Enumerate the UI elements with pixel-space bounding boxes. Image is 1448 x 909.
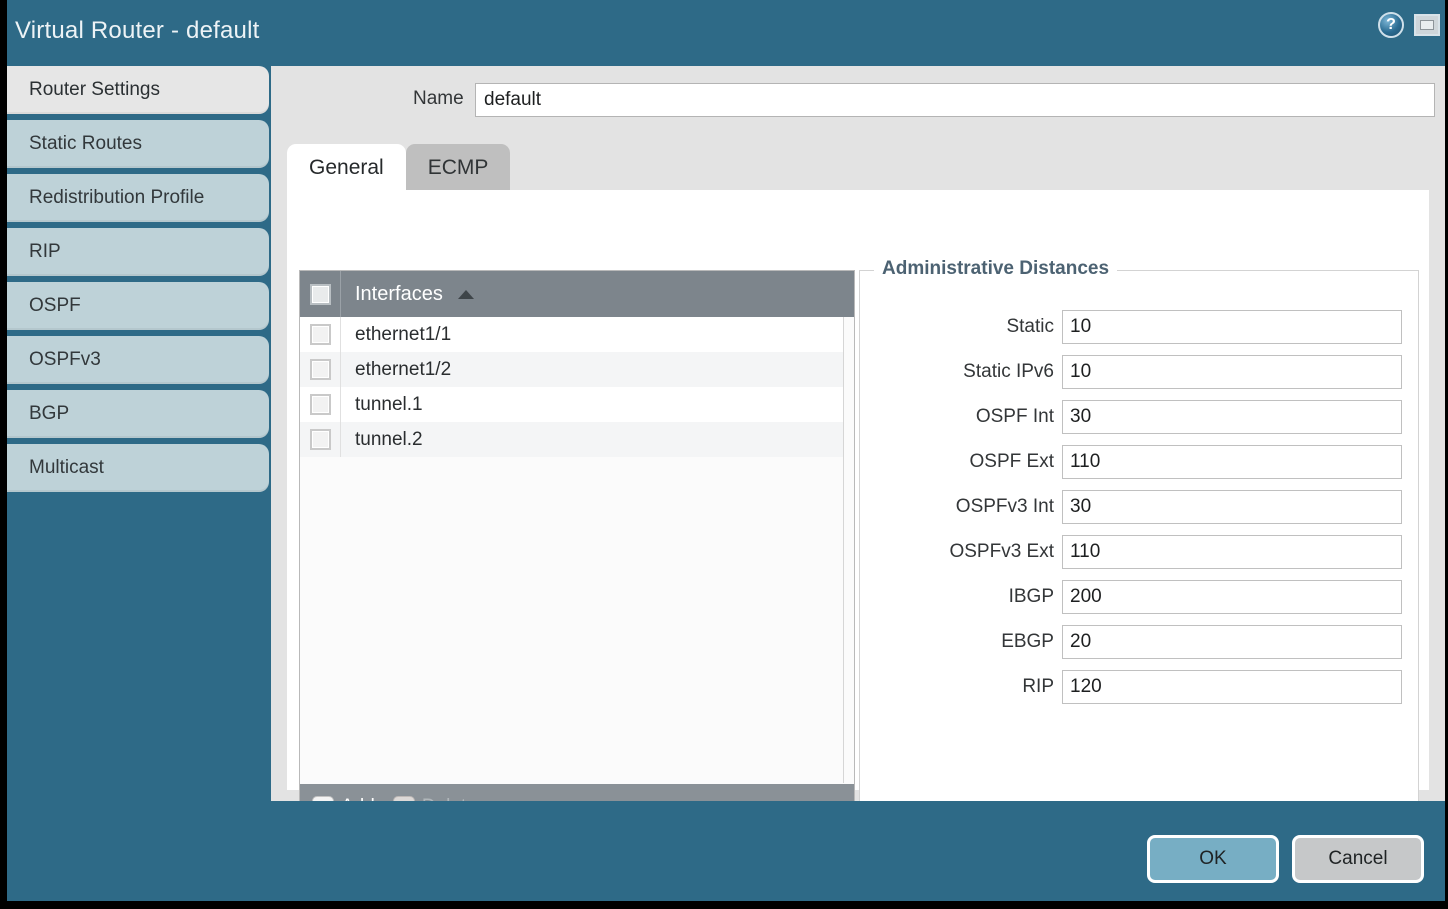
ospfv3-int-distance-input[interactable] (1062, 490, 1402, 524)
row-checkbox[interactable] (309, 359, 331, 380)
row-checkbox[interactable] (309, 324, 331, 345)
interface-name: tunnel.2 (355, 428, 423, 450)
sidebar-item-multicast[interactable]: Multicast (7, 444, 269, 492)
content-panel: Name General ECMP Interfaces (271, 66, 1445, 834)
name-row: Name (271, 66, 1445, 133)
sidebar-item-label: OSPF (29, 295, 81, 316)
sidebar-item-static-routes[interactable]: Static Routes (7, 120, 269, 168)
sidebar-item-ospf[interactable]: OSPF (7, 282, 269, 330)
virtual-router-dialog: Virtual Router - default ? Router Settin… (7, 0, 1445, 901)
table-header-row: Interfaces (300, 271, 854, 317)
tab-general[interactable]: General (287, 144, 406, 192)
field-row-static-ipv6: Static IPv6 (860, 354, 1420, 390)
tab-label: ECMP (427, 156, 489, 179)
table-row[interactable]: tunnel.1 (300, 387, 854, 422)
row-checkbox[interactable] (309, 394, 331, 415)
sidebar-item-router-settings[interactable]: Router Settings (7, 66, 269, 114)
sidebar-item-bgp[interactable]: BGP (7, 390, 269, 438)
field-row-static: Static (860, 309, 1420, 345)
field-label: OSPFv3 Int (955, 496, 1054, 517)
static-ipv6-distance-input[interactable] (1062, 355, 1402, 389)
field-label: IBGP (1008, 586, 1054, 607)
table-scrollbar[interactable] (843, 317, 854, 783)
titlebar-icon-group: ? (1378, 12, 1440, 38)
ok-button[interactable]: OK (1147, 835, 1279, 883)
rip-distance-input[interactable] (1062, 670, 1402, 704)
administrative-distances-legend: Administrative Distances (874, 258, 1118, 280)
field-label: Static IPv6 (963, 361, 1054, 382)
ospfv3-ext-distance-input[interactable] (1062, 535, 1402, 569)
sidebar-item-label: Router Settings (29, 79, 160, 100)
field-row-rip: RIP (860, 669, 1420, 705)
interface-name: tunnel.1 (355, 393, 423, 415)
tab-panel-general: Interfaces ethernet1/1 ethernet1/2 (287, 190, 1429, 834)
column-header-label: Interfaces (355, 282, 443, 305)
field-label: EBGP (1001, 631, 1054, 652)
row-select-cell (300, 352, 341, 387)
sort-ascending-icon (458, 289, 475, 299)
name-input[interactable] (475, 83, 1435, 117)
table-row[interactable]: ethernet1/2 (300, 352, 854, 387)
restore-window-icon[interactable] (1414, 14, 1440, 36)
sidebar-item-redistribution-profile[interactable]: Redistribution Profile (7, 174, 269, 222)
sidebar: Router Settings Static Routes Redistribu… (7, 66, 271, 801)
ok-label: OK (1199, 848, 1227, 869)
field-label: OSPFv3 Ext (949, 541, 1054, 562)
table-row[interactable]: ethernet1/1 (300, 317, 854, 352)
row-select-cell (300, 317, 341, 352)
column-header-interfaces[interactable]: Interfaces (341, 282, 475, 306)
field-row-ibgp: IBGP (860, 579, 1420, 615)
name-label: Name (413, 88, 464, 109)
interface-name: ethernet1/2 (355, 358, 452, 380)
field-row-ospf-ext: OSPF Ext (860, 444, 1420, 480)
sidebar-item-label: Static Routes (29, 133, 142, 154)
ibgp-distance-input[interactable] (1062, 580, 1402, 614)
row-select-cell (300, 422, 341, 457)
field-label: OSPF Ext (969, 451, 1054, 472)
dialog-title: Virtual Router - default (15, 17, 260, 44)
field-row-ospfv3-int: OSPFv3 Int (860, 489, 1420, 525)
tab-bar: General ECMP (287, 142, 511, 192)
field-row-ebgp: EBGP (860, 624, 1420, 660)
sidebar-item-label: Redistribution Profile (29, 187, 205, 208)
select-all-cell (300, 271, 341, 317)
static-distance-input[interactable] (1062, 310, 1402, 344)
tab-ecmp[interactable]: ECMP (405, 144, 511, 192)
field-label: RIP (1022, 676, 1054, 697)
row-checkbox[interactable] (309, 429, 331, 450)
ospf-int-distance-input[interactable] (1062, 400, 1402, 434)
interface-name: ethernet1/1 (355, 323, 452, 345)
administrative-distances-fieldset: Administrative Distances Static Static I… (859, 258, 1420, 834)
select-all-checkbox[interactable] (309, 283, 331, 305)
cancel-label: Cancel (1328, 848, 1388, 869)
table-row[interactable]: tunnel.2 (300, 422, 854, 457)
cancel-button[interactable]: Cancel (1292, 835, 1424, 883)
sidebar-item-label: OSPFv3 (29, 349, 101, 370)
field-label: Static (1006, 316, 1054, 337)
sidebar-item-label: BGP (29, 403, 70, 424)
field-label: OSPF Int (975, 406, 1054, 427)
ospf-ext-distance-input[interactable] (1062, 445, 1402, 479)
field-row-ospfv3-ext: OSPFv3 Ext (860, 534, 1420, 570)
field-row-ospf-int: OSPF Int (860, 399, 1420, 435)
ebgp-distance-input[interactable] (1062, 625, 1402, 659)
interfaces-table: Interfaces ethernet1/1 ethernet1/2 (299, 270, 855, 830)
sidebar-item-ospfv3[interactable]: OSPFv3 (7, 336, 269, 384)
dialog-footer: OK Cancel (7, 801, 1445, 901)
dialog-titlebar: Virtual Router - default ? (7, 0, 1445, 66)
sidebar-item-rip[interactable]: RIP (7, 228, 269, 276)
row-select-cell (300, 387, 341, 422)
help-icon[interactable]: ? (1378, 12, 1404, 38)
tab-label: General (309, 156, 384, 179)
sidebar-item-label: Multicast (29, 457, 104, 478)
sidebar-item-label: RIP (29, 241, 61, 262)
